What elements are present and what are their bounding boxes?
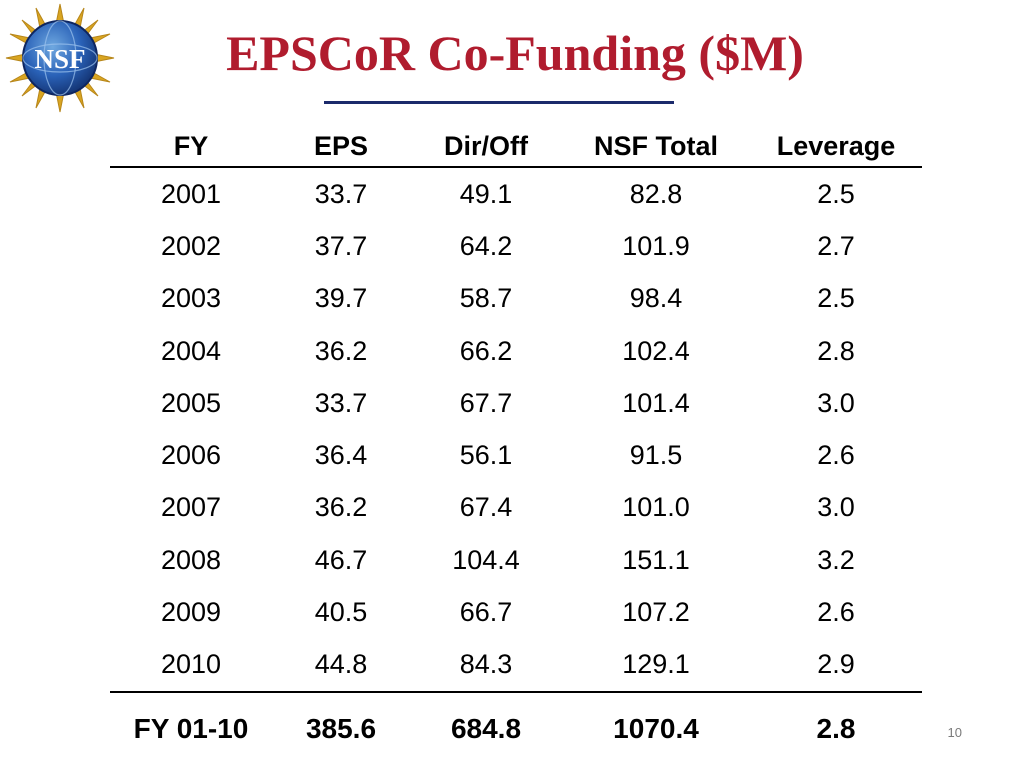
cell-nsf-total: 91.5 [629,440,683,471]
cell-leverage: 2.8 [817,335,855,366]
total-leverage: 2.8 [750,690,922,766]
table-row: 2005 33.7 67.7 101.4 3.0 [110,377,922,429]
cell-dir-off: 56.1 [459,440,513,471]
cell-eps: 40.5 [314,597,368,628]
table-row: 2003 39.7 58.7 98.4 2.5 [110,273,922,325]
cell-dir-off: 64.2 [459,230,513,261]
cell-nsf-total: 82.8 [629,178,683,209]
cell-leverage: 3.2 [817,544,855,575]
cell-fy: 2008 [160,544,222,575]
cell-dir-off: 66.7 [459,597,513,628]
cell-leverage: 2.5 [817,283,855,314]
table-total-row: FY 01-10 385.6 684.8 1070.4 2.8 [110,690,922,766]
cell-fy: 2005 [160,387,222,418]
cell-fy: 2003 [160,283,222,314]
total-fy: FY 01-10 [110,690,272,766]
cell-dir-off: 84.3 [459,649,513,680]
table-row: 2001 33.7 49.1 82.8 2.5 [110,167,922,220]
total-dir-off: 684.8 [410,690,562,766]
cell-nsf-total: 101.4 [622,387,690,418]
table-row: 2008 46.7 104.4 151.1 3.2 [110,534,922,586]
table-row: 2004 36.2 66.2 102.4 2.8 [110,325,922,377]
title-underline [324,101,674,104]
cell-fy: 2010 [160,649,222,680]
slide-title: EPSCoR Co-Funding ($M) [226,25,804,81]
table-row: 2007 36.2 67.4 101.0 3.0 [110,482,922,534]
cell-eps: 39.7 [314,283,368,314]
header-fy: FY [110,126,272,168]
cell-fy: 2009 [160,597,222,628]
header-nsf-total: NSF Total [562,126,750,168]
nsf-logo: NSF [4,2,116,114]
cell-dir-off: 66.2 [459,335,513,366]
nsf-logo-icon: NSF [5,3,115,113]
cell-eps: 46.7 [314,544,368,575]
header-eps: EPS [272,126,410,168]
cell-nsf-total: 101.0 [622,492,690,523]
total-nsf-total: 1070.4 [562,690,750,766]
total-eps: 385.6 [272,690,410,766]
cell-nsf-total: 98.4 [629,283,683,314]
table-header-row: FY EPS Dir/Off NSF Total Leverage [110,126,922,168]
cell-eps: 33.7 [314,178,368,209]
cell-eps: 36.2 [314,492,368,523]
cell-leverage: 2.6 [817,597,855,628]
cell-eps: 44.8 [314,649,368,680]
cell-eps: 36.2 [314,335,368,366]
cell-eps: 36.4 [314,440,368,471]
funding-table: FY EPS Dir/Off NSF Total Leverage 2001 33… [110,126,922,766]
nsf-logo-text: NSF [34,44,85,74]
cell-fy: 2002 [160,230,222,261]
cell-fy: 2007 [160,492,222,523]
cell-dir-off: 49.1 [459,178,513,209]
table-row: 2006 36.4 56.1 91.5 2.6 [110,429,922,481]
cell-nsf-total: 151.1 [622,544,690,575]
cell-leverage: 2.5 [817,178,855,209]
header-dir-off: Dir/Off [410,126,562,168]
cell-fy: 2006 [160,440,222,471]
cell-eps: 37.7 [314,230,368,261]
table-row: 2009 40.5 66.7 107.2 2.6 [110,586,922,638]
cell-nsf-total: 107.2 [622,597,690,628]
cell-leverage: 2.7 [817,230,855,261]
cell-dir-off: 67.7 [459,387,513,418]
cell-nsf-total: 101.9 [622,230,690,261]
table-body: 2001 33.7 49.1 82.8 2.5 2002 37.7 64.2 101.9 2.7 2… [110,167,922,692]
cell-leverage: 2.9 [817,649,855,680]
cell-dir-off: 67.4 [459,492,513,523]
cell-leverage: 2.6 [817,440,855,471]
cell-dir-off: 58.7 [459,283,513,314]
cell-leverage: 3.0 [817,387,855,418]
cell-dir-off: 104.4 [452,544,520,575]
table-row: 2002 37.7 64.2 101.9 2.7 [110,220,922,272]
cell-nsf-total: 129.1 [622,649,690,680]
header-leverage: Leverage [750,126,922,168]
table-row: 2010 44.8 84.3 129.1 2.9 [110,639,922,692]
cell-fy: 2001 [160,178,222,209]
cell-eps: 33.7 [314,387,368,418]
cell-leverage: 3.0 [817,492,855,523]
cell-nsf-total: 102.4 [622,335,690,366]
cell-fy: 2004 [160,335,222,366]
page-number: 10 [947,725,962,740]
